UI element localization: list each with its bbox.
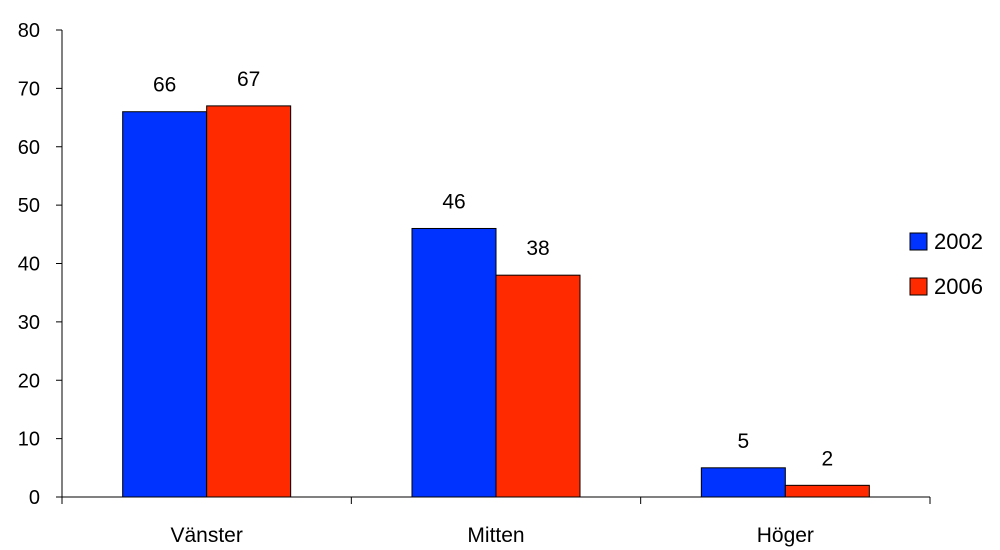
y-tick-label: 50 <box>18 195 40 217</box>
legend-swatch-2002 <box>909 232 928 251</box>
legend-label: 2002 <box>934 229 983 254</box>
y-tick-label: 0 <box>29 487 40 509</box>
y-tick-label: 70 <box>18 78 40 100</box>
y-axis: 0 10 20 30 40 50 60 70 80 <box>18 20 63 509</box>
data-label: 38 <box>526 237 549 260</box>
y-tick-label: 60 <box>18 137 40 159</box>
data-labels: 66 67 46 38 5 2 <box>153 68 833 470</box>
bar-2006-2 <box>784 484 870 498</box>
x-category-label: Höger <box>757 524 814 547</box>
y-tick-label: 30 <box>18 312 40 334</box>
x-axis: Vänster Mitten Höger <box>61 496 931 547</box>
y-tick-label: 10 <box>18 429 40 451</box>
legend-label: 2006 <box>934 274 983 299</box>
data-label: 46 <box>442 190 465 213</box>
y-tick-label: 80 <box>18 20 40 42</box>
x-category-label: Mitten <box>467 524 524 547</box>
bar-2002-0 <box>122 111 208 498</box>
bar-2006-0 <box>206 105 292 498</box>
bar-2006-1 <box>495 274 581 498</box>
y-tick-label: 40 <box>18 254 40 276</box>
bars <box>122 105 870 498</box>
y-tick-label: 20 <box>18 370 40 392</box>
data-label: 2 <box>821 447 833 470</box>
legend-swatch-2006 <box>909 277 928 296</box>
data-label: 67 <box>237 68 260 91</box>
data-label: 66 <box>153 74 176 97</box>
x-category-label: Vänster <box>170 524 242 547</box>
legend: 2002 2006 <box>909 229 983 299</box>
data-label: 5 <box>737 430 749 453</box>
bar-2002-1 <box>411 227 497 498</box>
bar-2002-2 <box>700 467 786 498</box>
